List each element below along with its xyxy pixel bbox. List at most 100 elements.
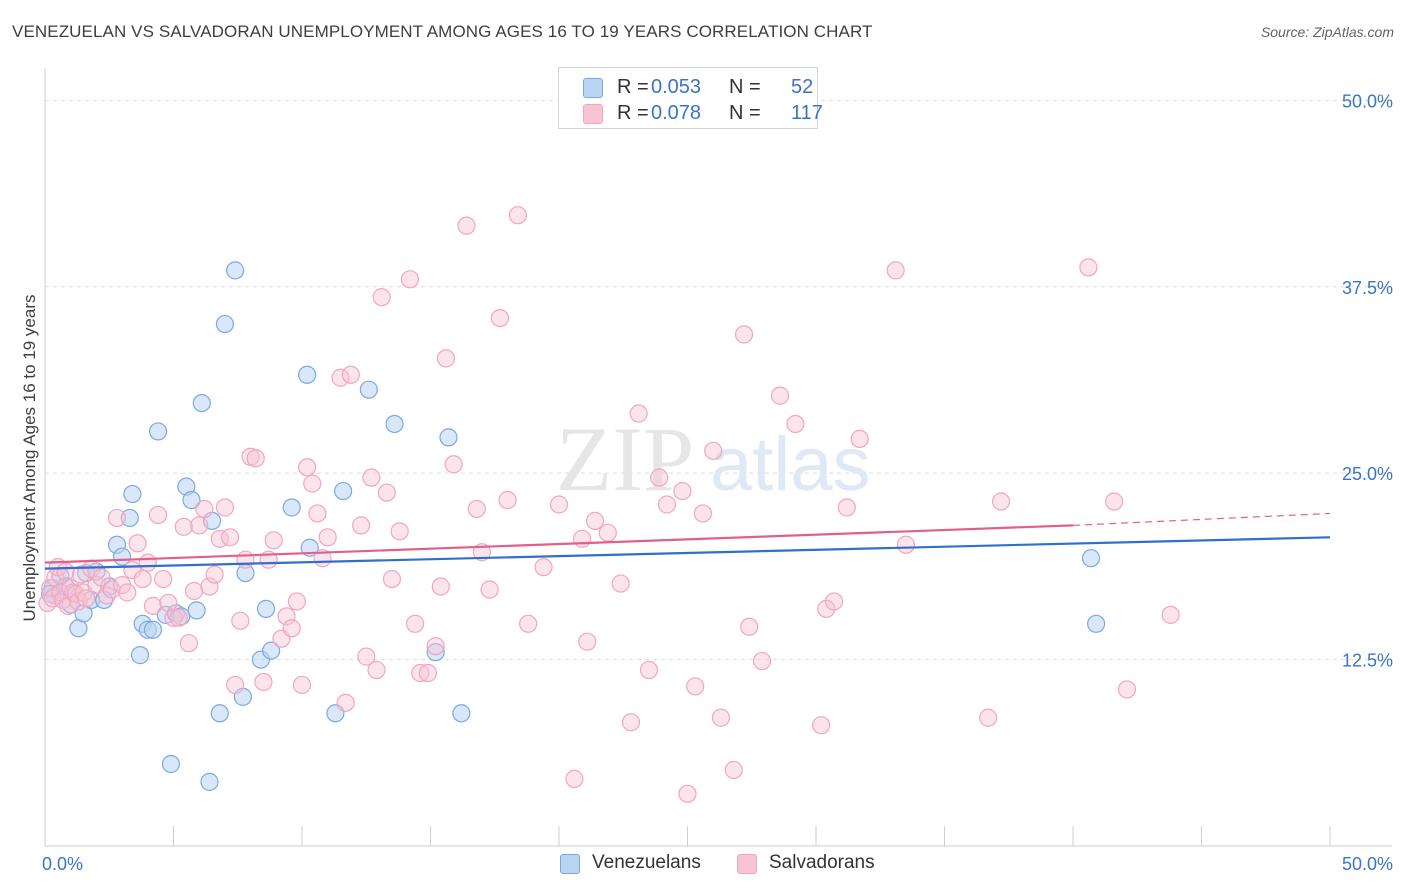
salvadoran-point	[341, 365, 360, 384]
salvadoran-point	[629, 404, 648, 423]
salvadoran-point	[498, 490, 517, 510]
salvadoran-point	[190, 516, 209, 535]
venezuelan-point	[192, 393, 211, 413]
venezuelan-point	[74, 604, 93, 623]
salvadoran-point	[657, 495, 677, 514]
venezuelan-point	[123, 484, 142, 504]
venezuelan-point	[182, 490, 201, 510]
legend-n-value: 117	[791, 102, 823, 124]
salvadoran-point	[734, 325, 754, 344]
salvadorans-points	[38, 206, 1180, 803]
legend-r-value: 0.053	[651, 76, 702, 98]
salvadoran-point	[128, 534, 147, 553]
salvadoran-point	[824, 592, 844, 611]
salvadoran-point	[817, 599, 836, 618]
salvadoran-point	[97, 586, 116, 605]
salvadoran-point	[318, 528, 337, 547]
salvadoran-point	[400, 270, 420, 289]
source-credit: Source: ZipAtlas.com	[1260, 24, 1394, 40]
salvadoran-point	[56, 562, 75, 581]
venezuelan-point	[282, 498, 301, 517]
salvadoran-point	[195, 499, 214, 519]
salvadoran-point	[303, 474, 322, 493]
venezuelan-point	[187, 601, 206, 620]
salvadoran-point	[704, 441, 723, 460]
x-tick-labels: 0.0% 50.0%	[42, 854, 1393, 874]
salvadoran-point	[357, 647, 376, 666]
y-tick-label: 37.5%	[1342, 278, 1393, 298]
salvadoran-point	[639, 660, 659, 680]
salvadoran-point	[133, 569, 152, 589]
salvadoran-point	[585, 511, 605, 531]
salvadoran-point	[405, 614, 425, 633]
venezuelan-point	[161, 754, 181, 774]
salvadoran-point	[508, 206, 527, 225]
salvadoran-point	[850, 429, 869, 448]
salvadoran-point	[92, 568, 111, 587]
salvadoran-point	[490, 308, 509, 328]
watermark-zip: ZIP	[556, 408, 694, 510]
legend-swatch-venezuelans	[583, 78, 603, 98]
watermark-atlas: atlas	[710, 422, 871, 507]
salvadoran-point	[51, 583, 70, 602]
salvadoran-point	[991, 492, 1011, 511]
salvadoran-point	[457, 216, 476, 235]
salvadoran-point	[837, 498, 856, 517]
axes	[44, 68, 1392, 847]
salvadoran-point	[467, 499, 486, 519]
salvadoran-point	[1079, 258, 1098, 277]
legend-label-venezuelans: Venezuelans	[592, 852, 701, 873]
salvadoran-point	[886, 261, 905, 280]
chart-title: VENEZUELAN VS SALVADORAN UNEMPLOYMENT AM…	[12, 22, 873, 41]
salvadoran-point	[287, 592, 306, 611]
salvadoran-point	[573, 529, 592, 548]
venezuelan-point	[256, 599, 276, 618]
salvadoran-point	[812, 716, 831, 735]
salvadoran-point	[200, 577, 219, 596]
legend-label-salvadorans: Salvadorans	[769, 852, 875, 873]
y-tick-label: 12.5%	[1342, 651, 1393, 671]
salvadoran-point	[678, 784, 697, 803]
salvadoran-point	[138, 553, 157, 572]
salvadoran-point	[740, 617, 759, 636]
salvadorans-trend-line	[44, 524, 1074, 564]
salvadoran-point	[418, 663, 438, 683]
salvadoran-point	[367, 660, 386, 680]
salvadoran-point	[174, 517, 193, 536]
x-tick-label-min: 0.0%	[42, 854, 83, 874]
legend-r-label: R =	[617, 102, 649, 124]
venezuelan-point	[143, 620, 163, 639]
salvadoran-point	[382, 569, 402, 589]
salvadoran-point	[411, 663, 430, 683]
salvadoran-point	[519, 614, 538, 633]
salvadoran-point	[231, 611, 250, 630]
salvadoran-point	[377, 483, 396, 502]
y-tick-label: 25.0%	[1342, 464, 1393, 484]
salvadoran-point	[179, 634, 199, 653]
venezuelan-point	[1081, 549, 1101, 568]
legend-swatch-salvadorans	[583, 104, 603, 124]
salvadoran-point	[143, 596, 163, 616]
salvadoran-point	[1161, 605, 1180, 624]
salvadoran-point	[282, 619, 301, 638]
salvadoran-point	[896, 535, 916, 554]
salvadoran-point	[164, 608, 183, 627]
salvadoran-point	[578, 632, 597, 651]
salvadoran-point	[66, 584, 85, 604]
salvadoran-point	[246, 449, 265, 468]
venezuelan-point	[148, 422, 168, 441]
salvadoran-point	[611, 574, 630, 593]
legend-swatch-venezuelans	[560, 854, 580, 874]
venezuelans-trend-line	[44, 536, 1331, 570]
trend-lines	[44, 512, 1331, 570]
legend-r-value: 0.078	[651, 102, 702, 124]
legend-r-label: R =	[617, 76, 649, 98]
venezuelan-point	[226, 261, 245, 280]
salvadoran-point	[786, 414, 805, 434]
legend-n-label: N =	[729, 76, 761, 98]
salvadoran-point	[693, 504, 713, 523]
salvadoran-point	[336, 693, 355, 712]
venezuelan-point	[1087, 614, 1106, 633]
salvadoran-point	[480, 580, 499, 599]
salvadoran-point	[102, 580, 121, 599]
